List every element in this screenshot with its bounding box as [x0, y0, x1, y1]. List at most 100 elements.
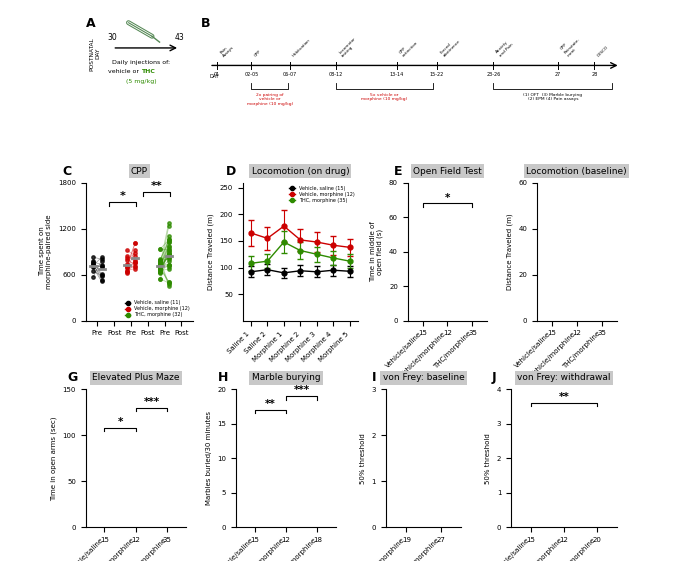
Point	[163, 261, 174, 270]
Point	[155, 264, 166, 273]
Text: 12: 12	[572, 330, 581, 337]
Point	[121, 263, 132, 272]
Point	[163, 234, 174, 243]
Point	[155, 257, 166, 266]
Text: CPP
extinction: CPP extinction	[399, 37, 419, 58]
Y-axis label: 50% threshold: 50% threshold	[360, 433, 366, 484]
Point	[155, 275, 166, 284]
Point	[163, 279, 174, 288]
Point	[155, 261, 166, 270]
Point	[121, 259, 132, 268]
Text: 12: 12	[282, 537, 290, 543]
Point	[88, 259, 99, 268]
Point	[163, 250, 174, 259]
Legend: Vehicle, saline (11), Vehicle, morphine (12), THC, morphine (32): Vehicle, saline (11), Vehicle, morphine …	[124, 300, 190, 318]
Point	[129, 259, 140, 268]
Point	[96, 261, 107, 270]
Text: 15: 15	[100, 537, 109, 543]
Point	[155, 256, 166, 265]
Y-axis label: Distance Traveled (m): Distance Traveled (m)	[208, 213, 214, 290]
Text: 02-05: 02-05	[245, 72, 259, 77]
Point	[121, 266, 132, 275]
Text: von Frey: withdrawal: von Frey: withdrawal	[517, 373, 610, 382]
Point	[155, 260, 166, 269]
Text: von Frey: baseline: von Frey: baseline	[383, 373, 464, 382]
Text: iDISCO: iDISCO	[597, 45, 609, 58]
Point	[163, 277, 174, 286]
Text: 23-26: 23-26	[486, 72, 501, 77]
Point	[163, 245, 174, 254]
Text: F: F	[523, 164, 531, 178]
Text: **: **	[558, 392, 569, 402]
Text: **: **	[150, 181, 162, 191]
Text: 15: 15	[250, 537, 259, 543]
Text: B: B	[201, 17, 210, 30]
Point	[155, 264, 166, 273]
Point	[129, 251, 140, 260]
Point	[121, 246, 132, 255]
Point	[155, 264, 166, 273]
Point	[163, 253, 174, 262]
Point	[155, 255, 166, 264]
Point	[155, 265, 166, 274]
Point	[155, 261, 166, 270]
Text: 15: 15	[526, 537, 535, 543]
Point	[155, 256, 166, 265]
Point	[163, 218, 174, 227]
Text: Elevated Plus Maze: Elevated Plus Maze	[92, 373, 179, 382]
Point	[88, 257, 99, 266]
Text: *: *	[118, 417, 123, 427]
Point	[155, 259, 166, 268]
Text: H: H	[218, 371, 228, 384]
Point	[155, 266, 166, 275]
Point	[163, 238, 174, 247]
Text: 18: 18	[313, 537, 322, 543]
Point	[155, 274, 166, 283]
Text: 06-07: 06-07	[283, 72, 297, 77]
Text: 35: 35	[468, 330, 477, 337]
Text: CPP: CPP	[253, 49, 262, 58]
Point	[121, 263, 132, 272]
Point	[155, 244, 166, 253]
Point	[163, 247, 174, 256]
Legend: Vehicle, saline (15), Vehicle, morphine (12), THC, morphine (35): Vehicle, saline (15), Vehicle, morphine …	[288, 185, 356, 204]
Text: 13-14: 13-14	[390, 72, 404, 77]
Point	[163, 251, 174, 260]
Point	[129, 249, 140, 257]
Text: **: **	[265, 399, 275, 409]
Point	[88, 262, 99, 271]
Text: 08-12: 08-12	[329, 72, 343, 77]
Point	[88, 266, 99, 275]
Point	[163, 252, 174, 261]
Point	[155, 261, 166, 270]
Point	[88, 257, 99, 266]
Point	[155, 267, 166, 276]
Point	[96, 256, 107, 265]
Text: G: G	[68, 371, 78, 384]
Point	[163, 282, 174, 291]
Y-axis label: Distance Traveled (m): Distance Traveled (m)	[506, 213, 512, 290]
Text: DAY: DAY	[209, 74, 219, 79]
Point	[163, 236, 174, 245]
Point	[155, 268, 166, 277]
Point	[155, 261, 166, 270]
Text: 15: 15	[547, 330, 556, 337]
Text: 2x pairing of
vehicle or
morphine (10 mg/kg): 2x pairing of vehicle or morphine (10 mg…	[247, 93, 292, 106]
Text: ***: ***	[144, 397, 160, 407]
Point	[155, 266, 166, 275]
Y-axis label: Time in open arms (sec): Time in open arms (sec)	[50, 416, 57, 500]
Point	[155, 259, 166, 268]
Point	[163, 247, 174, 256]
Point	[129, 246, 140, 255]
Point	[155, 255, 166, 264]
Point	[155, 245, 166, 254]
Point	[96, 255, 107, 264]
Text: 35: 35	[163, 537, 172, 543]
Text: 5x vehicle or
morphine (10 mg/kg): 5x vehicle or morphine (10 mg/kg)	[362, 93, 408, 102]
Text: 19: 19	[402, 537, 411, 543]
Text: vehicle or: vehicle or	[108, 70, 141, 74]
Text: E: E	[393, 164, 402, 178]
Point	[96, 275, 107, 284]
Text: POSTNATAL
DAY: POSTNATAL DAY	[90, 37, 101, 71]
Point	[155, 269, 166, 278]
